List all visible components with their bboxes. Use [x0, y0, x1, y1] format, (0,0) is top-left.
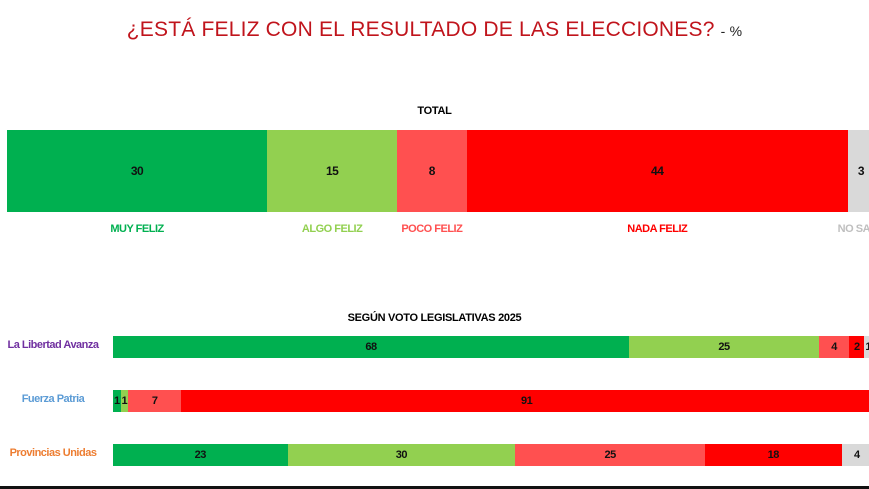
bar-segment-nada-feliz: 91 — [181, 390, 869, 412]
bar-segment-algo-feliz: 30 — [287, 444, 516, 466]
group-bar: 68 25 4 2 1 — [113, 336, 869, 358]
bar-segment-nada-feliz: 18 — [705, 444, 842, 466]
category-label: POCO FELIZ — [401, 223, 463, 235]
category-label: MUY FELIZ — [110, 223, 164, 235]
bar-segment-muy-feliz: 68 — [113, 336, 630, 358]
bar-segment-nada-feliz: 2 — [849, 336, 865, 358]
total-bar: 30 15 8 44 3 — [7, 130, 869, 212]
bar-segment-nada-feliz: 44 — [466, 130, 848, 212]
bar-segment-muy-feliz: 23 — [113, 444, 288, 466]
total-title: TOTAL — [417, 105, 452, 117]
chart-title: ¿ESTÁ FELIZ CON EL RESULTADO DE LAS ELEC… — [0, 18, 869, 42]
baseline-divider — [0, 486, 869, 489]
bar-segment-muy-feliz: 30 — [7, 130, 268, 212]
bar-segment-muy-feliz: 1 — [113, 390, 121, 412]
bar-segment-algo-feliz: 15 — [267, 130, 398, 212]
bar-segment-algo-feliz: 1 — [120, 390, 129, 412]
bar-segment-poco-feliz: 8 — [397, 130, 467, 212]
group-label: Provincias Unidas — [9, 447, 97, 459]
bar-segment-poco-feliz: 25 — [515, 444, 705, 466]
bar-segment-no-sabe: 1 — [864, 336, 869, 358]
bar-segment-poco-feliz: 7 — [128, 390, 182, 412]
category-label: NO SABE — [837, 223, 869, 235]
title-unit: - % — [720, 23, 743, 39]
category-label: ALGO FELIZ — [301, 223, 363, 235]
title-text: ¿ESTÁ FELIZ CON EL RESULTADO DE LAS ELEC… — [126, 18, 715, 41]
group-bar: 23 30 25 18 4 — [113, 444, 869, 466]
by-vote-title: SEGÚN VOTO LEGISLATIVAS 2025 — [347, 312, 522, 324]
bar-segment-algo-feliz: 25 — [629, 336, 819, 358]
bar-segment-no-sabe: 3 — [847, 130, 869, 212]
category-label: NADA FELIZ — [627, 223, 688, 235]
group-label: La Libertad Avanza — [7, 339, 99, 351]
group-label: Fuerza Patria — [21, 393, 85, 405]
bar-segment-poco-feliz: 4 — [818, 336, 850, 358]
group-bar: 1 1 7 91 — [113, 390, 869, 412]
bar-segment-no-sabe: 4 — [841, 444, 869, 466]
